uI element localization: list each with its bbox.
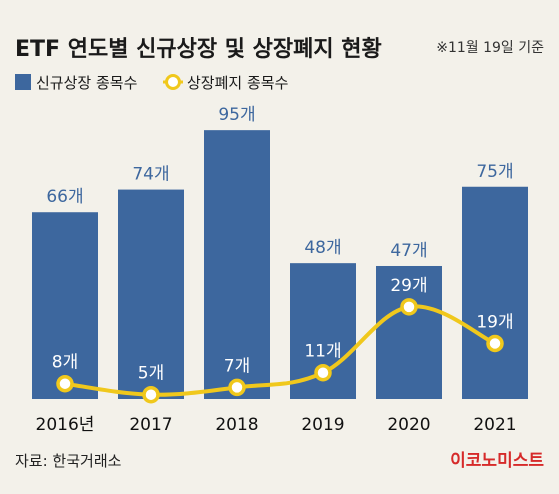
bar-value-label: 95개 — [218, 105, 255, 125]
x-tick-label: 2016년 — [36, 415, 95, 435]
line-point — [400, 298, 418, 316]
line-value-label: 29개 — [390, 276, 427, 296]
bar — [204, 130, 270, 399]
legend-line-marker — [165, 74, 181, 90]
bar — [32, 212, 98, 399]
line-value-label: 8개 — [52, 353, 78, 373]
line-point — [142, 385, 160, 404]
line-point — [486, 334, 504, 353]
bar-value-label: 48개 — [304, 238, 341, 258]
bar-series: 66개 74개 95개 48개 47개 75개 — [32, 105, 528, 399]
line-point — [314, 363, 332, 382]
legend: 신규상장 종목수 상장폐지 종목수 — [15, 74, 288, 92]
bar-value-label: 74개 — [132, 165, 169, 185]
line-value-label: 7개 — [224, 356, 250, 376]
line-value-label: 5개 — [138, 364, 164, 384]
source-text: 자료: 한국거래소 — [15, 452, 122, 470]
line-value-label: 19개 — [476, 312, 513, 332]
x-tick-label: 2020 — [387, 415, 430, 435]
x-tick-label: 2021 — [473, 415, 516, 435]
x-tick-label: 2018 — [215, 415, 258, 435]
x-tick-label: 2017 — [129, 415, 172, 435]
bar — [118, 189, 184, 399]
bar-value-label: 47개 — [390, 241, 427, 261]
legend-line-label: 상장폐지 종목수 — [187, 74, 288, 92]
x-tick-label: 2019 — [301, 415, 344, 435]
bar — [462, 186, 528, 399]
legend-bar-swatch — [15, 74, 31, 90]
bar — [376, 265, 442, 399]
bar-value-label: 66개 — [46, 187, 83, 207]
brand-logo: 이코노미스트 — [450, 451, 544, 471]
chart-title: ETF 연도별 신규상장 및 상장폐지 현황 — [15, 37, 382, 62]
x-axis: 2016년 2017 2018 2019 2020 2021 — [36, 415, 517, 435]
date-note: ※11월 19일 기준 — [436, 40, 544, 56]
line-series: 8개 5개 7개 11개 29개 19개 — [52, 276, 514, 404]
line-point — [56, 374, 74, 393]
line-value-label: 11개 — [304, 342, 341, 362]
bar-value-label: 75개 — [476, 162, 513, 182]
line-point — [228, 378, 246, 397]
legend-bar-label: 신규상장 종목수 — [36, 74, 137, 92]
